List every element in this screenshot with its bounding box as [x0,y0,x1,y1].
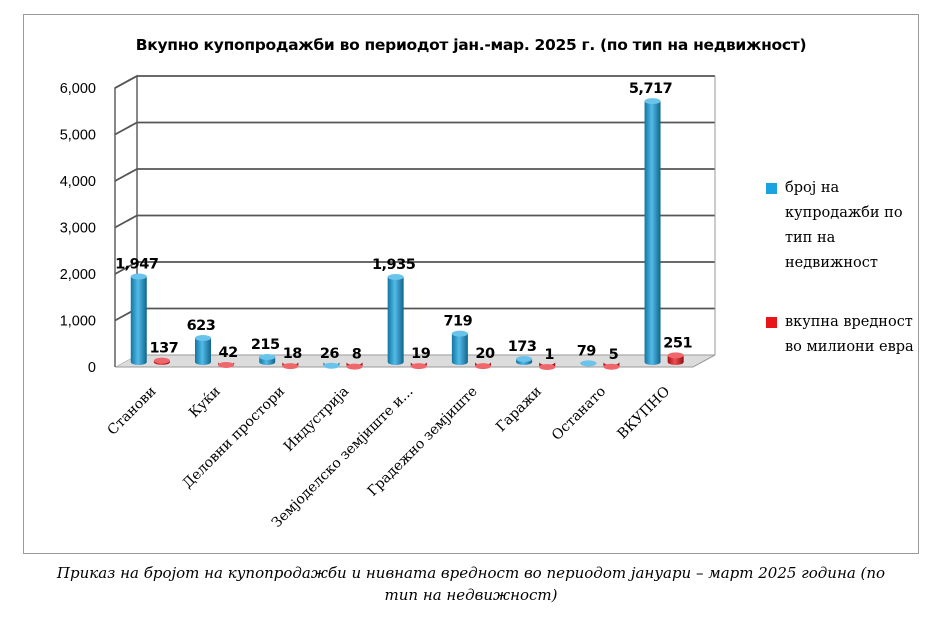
bar-value-top [410,363,427,370]
bar-count-top [516,355,533,362]
chart-plot: 0 1,000 2,000 3,000 4,000 5,000 6,000 1,947 623 2… [60,74,716,531]
y-tick-label: 6,000 [60,81,96,97]
bar-count [259,354,276,365]
bar-value [153,357,170,365]
legend-label-line: број на [785,180,840,196]
bar-count [644,98,661,366]
figure-caption: Приказ на бројот на купопродажби и нивна… [20,562,922,606]
gridline [114,214,715,229]
legend-label-line: во милиони евра [785,339,914,355]
bar-count-body [451,333,468,365]
x-category-label: Градежно земјиште [365,384,481,500]
legend-label-line: недвижност [785,255,878,271]
x-category-label: Индустрија [281,384,352,455]
bar-count-top [130,273,147,280]
data-label: 1 [544,347,554,363]
bar-value-top [667,352,684,359]
legend-swatch-count [766,183,777,194]
legend-label-line: купродажби по [785,205,903,221]
bar-count [194,335,211,365]
data-label: 20 [475,346,495,362]
bar-count-body [130,276,147,365]
x-category-label: Останато [549,384,609,444]
bar-count-body [387,277,404,365]
data-label: 79 [577,343,597,359]
gridline [114,121,715,136]
bar-count [387,274,404,365]
bar-count [130,273,147,365]
data-label: 42 [219,345,238,361]
y-tick-label: 5,000 [60,128,96,144]
bar-value [410,362,427,370]
chart-legend: број на купродажби по тип на недвижност … [763,176,923,360]
data-label: 19 [411,346,431,362]
caption-line-1: Приказ на бројот на купопродажби и нивна… [56,564,886,582]
data-label: 1,947 [115,256,158,272]
bar-count-top [451,330,468,337]
data-label: 137 [149,341,178,357]
bar-count-body [644,101,661,366]
data-label: 251 [663,335,692,351]
bar-count-top [194,335,211,342]
bar-count-top [644,98,661,105]
caption-line-2: тип на недвижност) [384,586,558,604]
data-label: 5,717 [629,81,672,97]
bar-value [346,362,363,370]
gridline [114,75,715,89]
x-category-label: Станови [105,384,160,439]
y-tick-label: 3,000 [60,221,96,237]
y-tick-label: 1,000 [60,314,96,330]
gridline [114,168,715,182]
bar-value-top [603,363,620,370]
legend-label-line: вкупна вредност [785,314,913,330]
bar-value [667,352,684,365]
data-label: 8 [352,347,362,363]
data-label: 5 [609,347,619,363]
gridline [114,261,715,275]
data-label: 215 [251,337,280,353]
bar-value-top [539,363,556,370]
bar-count-top [387,274,404,281]
x-category-label: Гаражи [493,384,545,436]
x-category-label: ВКУПНО [615,384,674,443]
data-label: 26 [320,346,340,362]
bar-count [516,355,533,365]
legend-item-count: број на купродажби по тип на недвижност [763,176,923,276]
y-tick-label: 2,000 [60,267,96,283]
bar-count-top [259,354,276,361]
bar-value-top [218,362,235,369]
y-tick-label: 0 [88,360,96,376]
bar-value-top [153,357,170,364]
data-label: 173 [508,339,537,355]
data-label: 623 [187,318,216,334]
bar-count [580,360,597,367]
chart-title: Вкупно купопродажби во периодот јан.-мар… [135,36,807,54]
y-tick-label: 4,000 [60,174,96,190]
bar-count-body [194,338,211,365]
bar-value-top [346,363,363,370]
legend-label-line: тип на [785,230,836,246]
legend-item-value: вкупна вредност во милиони евра [763,310,923,360]
bar-count [323,362,340,369]
bar-value-top [282,363,299,370]
bar-value [474,362,491,370]
data-label: 1,935 [372,257,416,273]
data-label: 719 [443,314,472,330]
legend-swatch-value [766,317,777,328]
bar-value-top [474,363,491,370]
bar-value [603,362,620,370]
bar-value [539,362,556,370]
bar-value [282,362,299,370]
bar-count-top [323,362,340,369]
x-category-label: Куќи [186,384,224,422]
bar-value [218,362,235,369]
bar-count [451,330,468,365]
data-label: 18 [283,346,303,362]
bar-count-top [580,360,597,367]
